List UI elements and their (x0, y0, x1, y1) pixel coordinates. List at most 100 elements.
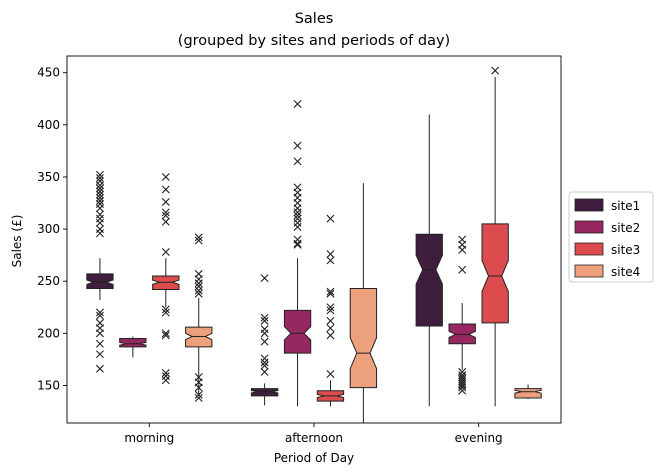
flier-stroke (260, 337, 269, 346)
flier-stroke (161, 248, 170, 257)
y-axis-title: Sales (£) (10, 215, 24, 268)
box-body (514, 388, 542, 399)
flier-marker (326, 370, 335, 378)
flier-marker (194, 279, 203, 288)
flier-marker (161, 308, 170, 317)
y-tick-label: 150 (37, 378, 60, 392)
flier-stroke (293, 211, 302, 220)
flier-stroke (161, 208, 170, 217)
flier-stroke (95, 196, 104, 205)
flier-marker (326, 306, 335, 315)
flier-stroke (95, 193, 104, 202)
flier-marker (260, 358, 269, 367)
flier-marker (293, 208, 302, 217)
y-tick-label: 250 (37, 274, 60, 288)
legend-label-site3: site3 (611, 243, 640, 257)
flier-stroke (95, 184, 104, 193)
flier-stroke (95, 311, 104, 320)
flier-marker (161, 208, 170, 217)
box-site1-morning (86, 170, 114, 373)
flier-stroke (326, 306, 335, 315)
flier-stroke (260, 274, 269, 283)
y-tick-label: 350 (37, 170, 60, 184)
box-body (481, 223, 509, 324)
flier-marker (95, 218, 104, 227)
flier-stroke (293, 239, 302, 248)
flier-marker (95, 308, 104, 317)
box-site3-evening (481, 66, 509, 407)
box-site2-morning (119, 336, 147, 358)
x-tick-label-afternoon: afternoon (285, 431, 343, 445)
box-site4-afternoon (349, 183, 378, 423)
flier-marker (326, 331, 335, 340)
box-body (349, 288, 378, 389)
flier-marker (260, 316, 269, 325)
flier-marker (194, 233, 203, 242)
box-site4-morning (185, 233, 213, 402)
flier-marker (260, 367, 269, 376)
flier-stroke (194, 289, 203, 298)
flier-stroke (458, 245, 467, 254)
flier-stroke (458, 265, 467, 274)
flier-stroke (95, 170, 104, 179)
flier-stroke (95, 187, 104, 196)
flier-marker (458, 265, 467, 274)
box-body (250, 388, 279, 397)
flier-marker (458, 383, 467, 392)
flier-stroke (161, 308, 170, 317)
flier-marker (161, 376, 170, 385)
flier-marker (458, 386, 467, 395)
flier-stroke (161, 329, 170, 338)
x-axis: morning afternoon evening (124, 423, 503, 445)
flier-marker (95, 196, 104, 205)
flier-marker (161, 331, 170, 340)
flier-stroke (293, 208, 302, 217)
flier-marker (95, 173, 104, 182)
flier-stroke (95, 229, 104, 238)
flier-stroke (458, 383, 467, 392)
boxes-layer (86, 66, 542, 423)
flier-stroke (95, 364, 104, 373)
flier-marker (326, 287, 335, 296)
box-site1-evening (415, 114, 443, 407)
box-body (86, 273, 114, 289)
flier-stroke (194, 233, 203, 242)
flier-marker (161, 329, 170, 338)
flier-marker (293, 211, 302, 220)
flier-marker (326, 303, 335, 312)
flier-stroke (326, 331, 335, 340)
flier-marker (326, 289, 335, 298)
flier-stroke (194, 279, 203, 288)
flier-marker (161, 305, 170, 314)
flier-marker (161, 248, 170, 257)
flier-stroke (161, 185, 170, 194)
flier-stroke (326, 316, 335, 325)
flier-stroke (161, 368, 170, 377)
flier-marker (95, 184, 104, 193)
flier-stroke (161, 217, 170, 226)
flier-marker (161, 211, 170, 220)
flier-marker (326, 316, 335, 325)
flier-stroke (161, 305, 170, 314)
legend-label-site4: site4 (611, 265, 640, 279)
box-site4-evening (514, 384, 542, 400)
flier-marker (95, 187, 104, 196)
flier-marker (260, 313, 269, 322)
x-axis-title: Period of Day (274, 451, 354, 465)
flier-stroke (326, 324, 335, 333)
flier-stroke (194, 390, 203, 399)
flier-marker (161, 185, 170, 194)
flier-stroke (293, 141, 302, 150)
flier-marker (194, 383, 203, 392)
flier-stroke (326, 214, 335, 223)
flier-stroke (95, 308, 104, 317)
box-site3-morning (152, 172, 180, 385)
flier-stroke (161, 211, 170, 220)
legend: site1 site2 site3 site4 (568, 191, 654, 283)
flier-marker (194, 393, 203, 402)
box-site2-evening (448, 235, 476, 395)
flier-marker (260, 337, 269, 346)
y-tick-label: 400 (37, 118, 60, 132)
